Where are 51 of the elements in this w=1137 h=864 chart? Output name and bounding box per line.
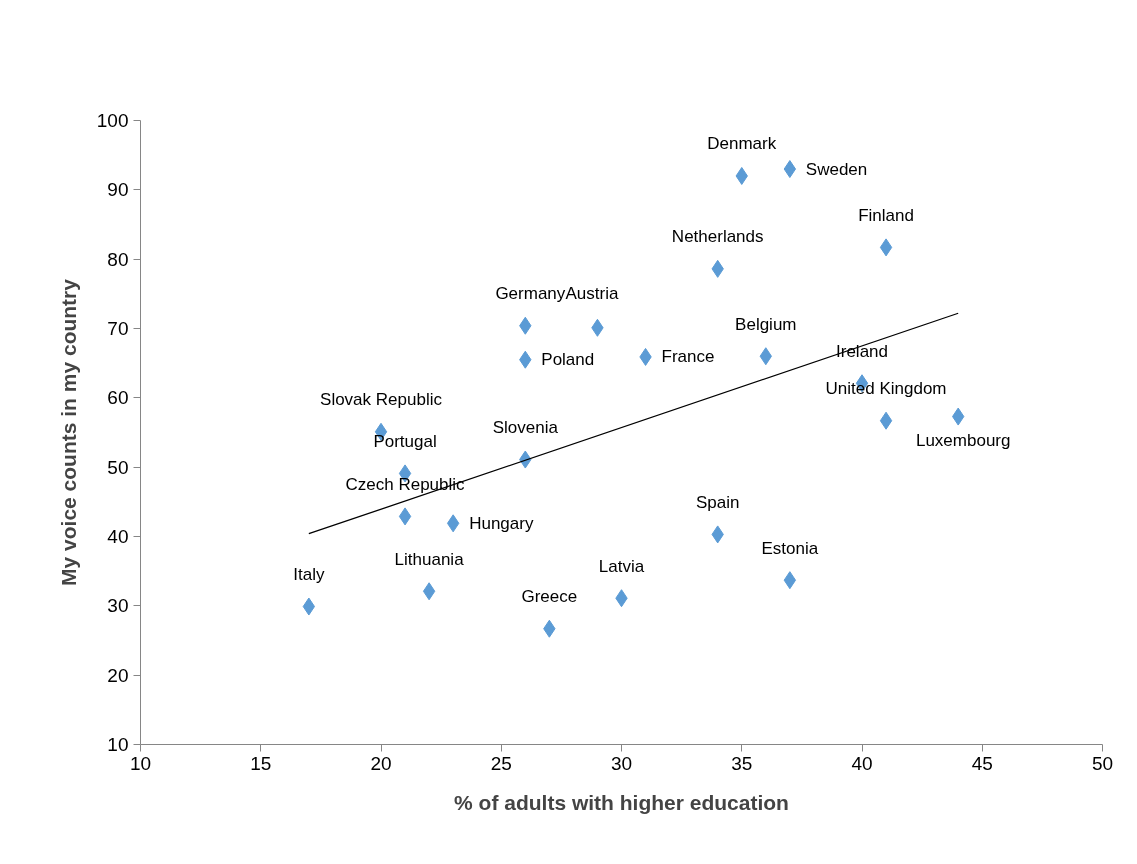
x-tick-label: 10 — [129, 752, 152, 774]
annotation: United Kingdom — [825, 379, 947, 399]
annotation: Belgium — [735, 314, 797, 334]
annotation: France — [661, 347, 715, 367]
annotation: Ireland — [836, 341, 888, 361]
annotation: Latvia — [598, 556, 645, 576]
annotation: Portugal — [373, 431, 437, 451]
x-tick-label: 20 — [370, 752, 392, 774]
y-tick-label: 20 — [107, 664, 129, 686]
annotation: Slovenia — [492, 418, 559, 438]
point — [446, 514, 460, 533]
y-tick-label: 80 — [107, 248, 129, 270]
x-tick-label: 50 — [1091, 752, 1114, 774]
annotation: Luxembourg — [915, 431, 1011, 451]
x-tick-label: 45 — [971, 752, 993, 774]
annotation: Lithuania — [394, 549, 465, 569]
x-axis-title: % of adults with higher education — [454, 790, 789, 814]
point — [398, 507, 412, 526]
annotation: Finland — [858, 205, 914, 225]
point — [879, 411, 893, 430]
annotation: Germany — [495, 284, 566, 304]
annotation: Hungary — [469, 513, 534, 533]
x-tick-label: 40 — [851, 752, 873, 774]
x-tick-label: 30 — [610, 752, 633, 774]
y-tick-label: 10 — [107, 734, 129, 755]
point — [302, 597, 316, 616]
point — [783, 160, 797, 179]
annotation: Slovak Republic — [320, 390, 443, 410]
y-tick-label: 40 — [107, 526, 129, 547]
y-tick-label: 30 — [107, 595, 129, 617]
annotation: Sweden — [805, 159, 868, 179]
y-tick-label: 60 — [107, 387, 129, 409]
x-tick-label: 25 — [490, 752, 512, 774]
point — [879, 238, 893, 257]
y-tick-label: 90 — [107, 179, 129, 201]
annotation: Estonia — [761, 538, 819, 558]
annotation: Netherlands — [671, 227, 764, 247]
y-axis-title: My voice counts in my country — [56, 278, 80, 586]
annotation: Denmark — [707, 134, 777, 154]
y-tick-label: 100 — [96, 110, 129, 131]
y-tick-label: 50 — [107, 456, 129, 478]
x-tick-label: 35 — [731, 752, 753, 774]
x-tick-label: 15 — [250, 752, 272, 774]
point — [422, 582, 436, 601]
annotation: Poland — [541, 350, 595, 370]
annotation: Austria — [565, 284, 619, 304]
annotation: Italy — [293, 565, 325, 585]
annotation: Spain — [695, 492, 740, 512]
annotation: Greece — [521, 587, 578, 607]
y-tick-label: 70 — [107, 318, 129, 339]
point — [783, 571, 797, 590]
